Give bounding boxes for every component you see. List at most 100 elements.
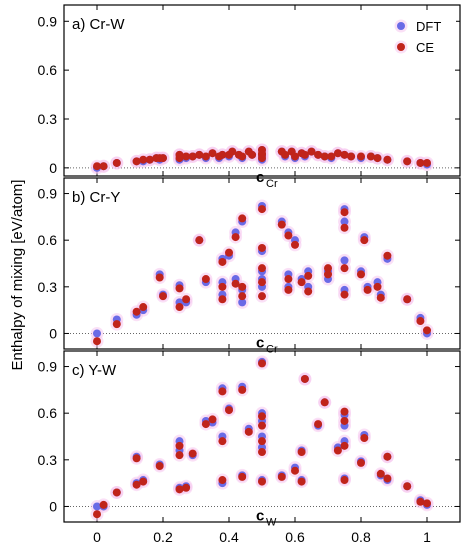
plot-frame (63, 177, 461, 350)
data-point-ce (155, 273, 164, 282)
data-point-ce (132, 307, 141, 316)
data-point-ce (360, 236, 369, 245)
data-point-ce (333, 446, 342, 455)
data-point-ce (423, 499, 431, 508)
data-point-ce (218, 150, 227, 159)
x-axis: 0 0.2 0.4 0.6 0.8 1 (93, 529, 431, 545)
data-point-ce (373, 282, 382, 291)
data-point-ce (416, 158, 425, 167)
data-point-ce (383, 452, 392, 461)
y-tick-label: 0.6 (38, 232, 58, 248)
data-point-ce (300, 150, 309, 159)
data-point-ce (383, 474, 392, 483)
data-point-ce (188, 152, 197, 161)
data-point-ce (218, 295, 227, 304)
data-point-ce (112, 488, 121, 497)
data-point-ce (208, 415, 217, 424)
data-point-ce (281, 150, 290, 159)
data-point-ce (340, 416, 349, 425)
data-point-ce (284, 285, 293, 294)
data-point-ce (139, 477, 148, 486)
y-tick-label: 0.3 (38, 452, 58, 468)
data-point-ce (112, 320, 121, 329)
x-tick-label: 0.2 (153, 529, 173, 545)
data-point-ce (340, 441, 349, 450)
data-point-ce (291, 152, 299, 161)
data-point-ce (258, 205, 266, 214)
data-point-ce (320, 152, 329, 161)
data-point-ce (340, 476, 349, 485)
legend-box (384, 13, 456, 61)
data-point-ce (175, 485, 184, 494)
data-point-ce (145, 155, 154, 164)
data-point-ce (188, 449, 197, 458)
data-point-dft (93, 329, 101, 338)
data-point-ce (376, 293, 385, 302)
data-point-ce (218, 282, 227, 291)
data-point-ce (284, 275, 293, 284)
data-point-ce (340, 290, 349, 299)
data-point-ce (333, 149, 342, 158)
plot-frame (63, 4, 461, 177)
data-point-ce (218, 387, 227, 396)
data-point-ce (297, 477, 306, 486)
y-tick-label: 0 (49, 498, 57, 514)
data-point-ce (175, 150, 184, 159)
data-point-ce (383, 251, 392, 260)
data-point-ce (320, 398, 329, 407)
x-tick-label: 0.4 (219, 529, 239, 545)
data-point-ce (238, 385, 247, 394)
data-point-ce (99, 500, 108, 509)
data-point-ce (258, 421, 266, 430)
data-point-ce (208, 149, 217, 158)
data-point-ce (291, 466, 299, 475)
data-point-ce (258, 292, 266, 301)
y-tick-label: 0.3 (38, 279, 58, 295)
data-point-ce (340, 223, 349, 232)
data-point-ce (403, 482, 412, 491)
data-point-ce (258, 448, 266, 457)
y-tick-label: 0 (49, 325, 57, 341)
panel-title: b) Cr-Y (72, 189, 120, 206)
data-point-ce (277, 220, 286, 229)
data-point-ce (340, 407, 349, 416)
data-point-ce (297, 278, 306, 287)
data-point-dft (340, 256, 349, 265)
data-point-ce (238, 472, 247, 481)
data-point-ce (360, 434, 369, 443)
data-point-ce (416, 497, 425, 506)
data-point-ce (373, 154, 382, 163)
y-tick-label: 0.9 (38, 186, 58, 202)
series-points-ce (93, 359, 431, 519)
y-tick-label: 0.9 (38, 359, 58, 375)
data-point-ce (314, 420, 323, 429)
data-point-ce (258, 243, 266, 252)
data-point-ce (327, 152, 336, 161)
legend-marker (397, 43, 405, 51)
data-point-ce (403, 157, 412, 166)
data-point-ce (307, 147, 316, 156)
data-point-ce (347, 152, 356, 161)
legend-marker (397, 22, 405, 30)
data-point-ce (357, 152, 365, 161)
data-point-ce (139, 303, 148, 312)
data-point-ce (340, 150, 349, 159)
data-point-ce (304, 287, 313, 296)
y-axis-title: Enthalpy of mixing [eV/atom] (9, 180, 26, 371)
data-point-ce (340, 208, 349, 217)
data-point-ce (238, 292, 247, 301)
data-point-ce (182, 295, 191, 304)
data-point-ce (225, 248, 233, 257)
data-point-ce (93, 510, 101, 519)
data-point-ce (403, 295, 412, 304)
data-point-ce (340, 264, 349, 273)
data-point-ce (201, 152, 210, 161)
data-point-ce (182, 152, 191, 161)
data-point-ce (423, 326, 431, 335)
data-point-ce (304, 271, 313, 280)
data-point-ce (258, 412, 266, 421)
data-point-ce (300, 374, 309, 383)
panel-3: 0 0.3 0.6 0.9 c) Y-W c W (38, 350, 461, 528)
legend-label: DFT (416, 19, 441, 34)
data-point-ce (195, 236, 204, 245)
